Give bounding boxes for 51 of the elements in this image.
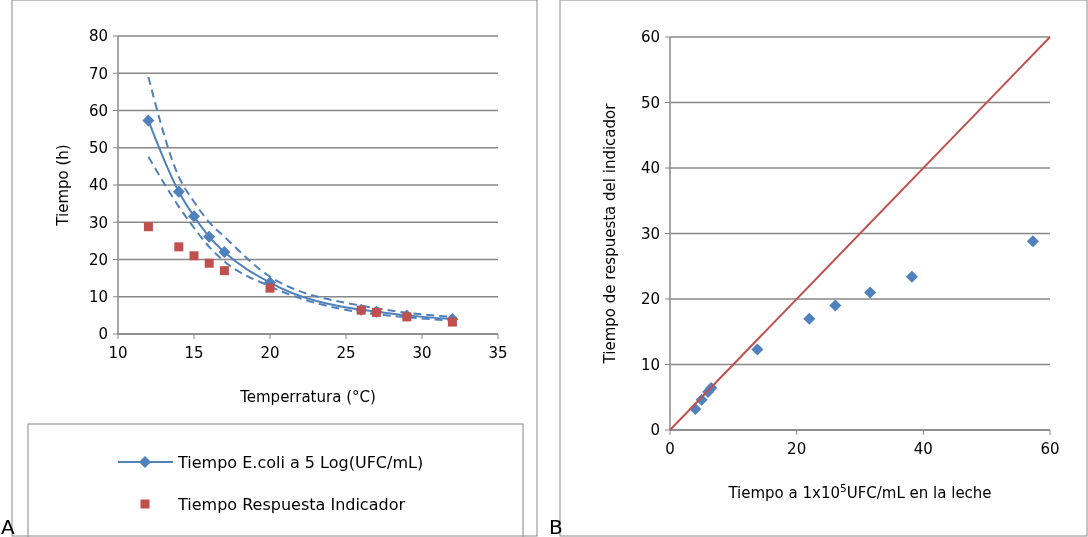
text: B <box>549 515 563 537</box>
point <box>829 299 842 312</box>
point <box>204 258 214 268</box>
point <box>905 270 918 283</box>
point <box>218 246 231 259</box>
x-axis-title: Tiempo a 1x10$^{5}$UFC/mL en la leche <box>727 482 992 502</box>
point <box>142 114 155 127</box>
point <box>172 185 185 198</box>
point <box>174 242 184 252</box>
y-tick-label: 80 <box>88 27 108 46</box>
legend-label: Tiempo Respuesta Indicador <box>177 494 406 514</box>
x-tick-label: 35 <box>488 344 508 362</box>
point <box>203 230 216 243</box>
point <box>864 286 877 299</box>
x-tick-label: 20 <box>787 440 807 458</box>
y-tick-label: 30 <box>88 213 108 232</box>
x-tick-label: 25 <box>336 344 356 362</box>
point <box>1026 235 1039 248</box>
y-tick-label: 60 <box>88 101 108 120</box>
x-tick-label: 15 <box>184 344 204 362</box>
point <box>265 283 275 293</box>
y-tick-label: 70 <box>88 64 108 83</box>
point <box>143 222 153 232</box>
y-tick-label: 40 <box>640 159 660 178</box>
y-tick-label: 30 <box>640 224 660 243</box>
x-tick-label: 40 <box>913 440 933 458</box>
x-tick-label: 30 <box>412 344 432 362</box>
y-tick-label: 0 <box>98 325 108 344</box>
y-tick-label: 20 <box>640 290 660 309</box>
text: A <box>1 515 15 537</box>
y-tick-label: 0 <box>650 421 660 440</box>
y-tick-label: 20 <box>88 250 108 269</box>
point <box>447 317 457 327</box>
legend-label: Tiempo E.coli a 5 Log(UFC/mL) <box>177 452 424 472</box>
x-tick-label: 60 <box>1040 440 1060 458</box>
y-tick-label: 10 <box>88 288 108 306</box>
y-axis-title: Tiempo de respuesta del indicador <box>601 102 619 365</box>
y-tick-label: 60 <box>640 28 660 47</box>
x-tick-label: 0 <box>665 440 675 458</box>
x-tick-label: 10 <box>108 344 128 362</box>
y-tick-label: 40 <box>88 176 108 195</box>
point <box>751 343 764 356</box>
point <box>188 210 200 223</box>
x-axis-title: Temperratura (°C) <box>239 388 376 406</box>
point <box>803 312 816 325</box>
point <box>219 266 229 276</box>
y-tick-label: 50 <box>640 93 660 112</box>
y-axis-title: Tiempo (h) <box>54 144 72 227</box>
point <box>189 251 199 261</box>
x-tick-label: 20 <box>260 344 280 362</box>
y-tick-label: 50 <box>88 139 108 157</box>
